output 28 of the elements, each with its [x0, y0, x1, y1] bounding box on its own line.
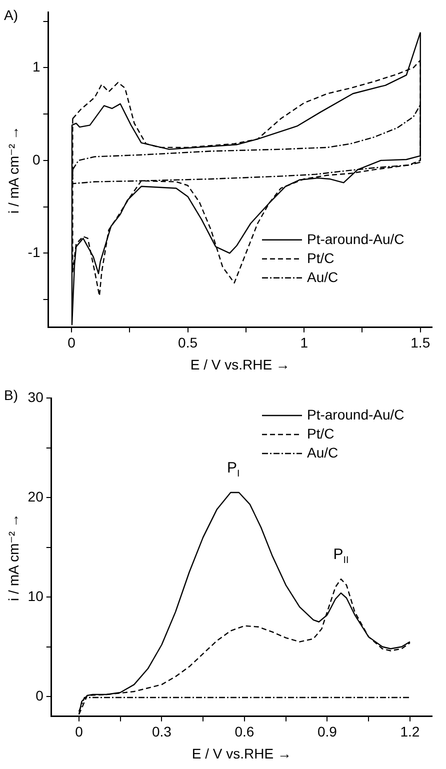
- y-axis-title: i / mA cm⁻² →: [5, 513, 22, 601]
- y-tick-label: 10: [28, 588, 44, 604]
- legend-label: Pt/C: [307, 250, 334, 266]
- legend-label: Au/C: [307, 444, 338, 460]
- x-tick-label: 1.2: [400, 724, 420, 740]
- text: B): [4, 386, 18, 403]
- y-tick-label: -1: [28, 244, 40, 260]
- y-tick-label: 0: [32, 151, 40, 168]
- text: A): [4, 6, 18, 23]
- x-tick-label: 0: [75, 724, 84, 740]
- x-tick-label: 1: [300, 334, 308, 351]
- y-tick-label: 20: [28, 488, 44, 504]
- y-tick-label: 30: [28, 388, 44, 405]
- legend-label: Au/C: [307, 268, 338, 285]
- x-tick-label: 0.3: [152, 724, 172, 740]
- x-tick-label: 0: [68, 334, 76, 351]
- x-tick-label: 0.5: [178, 334, 198, 351]
- legend-label: Pt-around-Au/C: [307, 406, 404, 422]
- x-axis-title: E / V vs.RHE →: [190, 356, 290, 372]
- y-tick-label: 1: [32, 58, 40, 75]
- x-tick-label: 0.6: [234, 724, 254, 740]
- x-tick-label: 0.9: [317, 724, 338, 740]
- legend-label: Pt-around-Au/C: [307, 230, 404, 247]
- y-axis-title: i / mA cm⁻² →: [5, 126, 22, 214]
- x-axis-title: E / V vs.RHE →: [192, 745, 292, 762]
- x-tick-label: 1.5: [410, 334, 430, 351]
- legend-label: Pt/C: [307, 425, 334, 442]
- y-tick-label: 0: [36, 687, 44, 704]
